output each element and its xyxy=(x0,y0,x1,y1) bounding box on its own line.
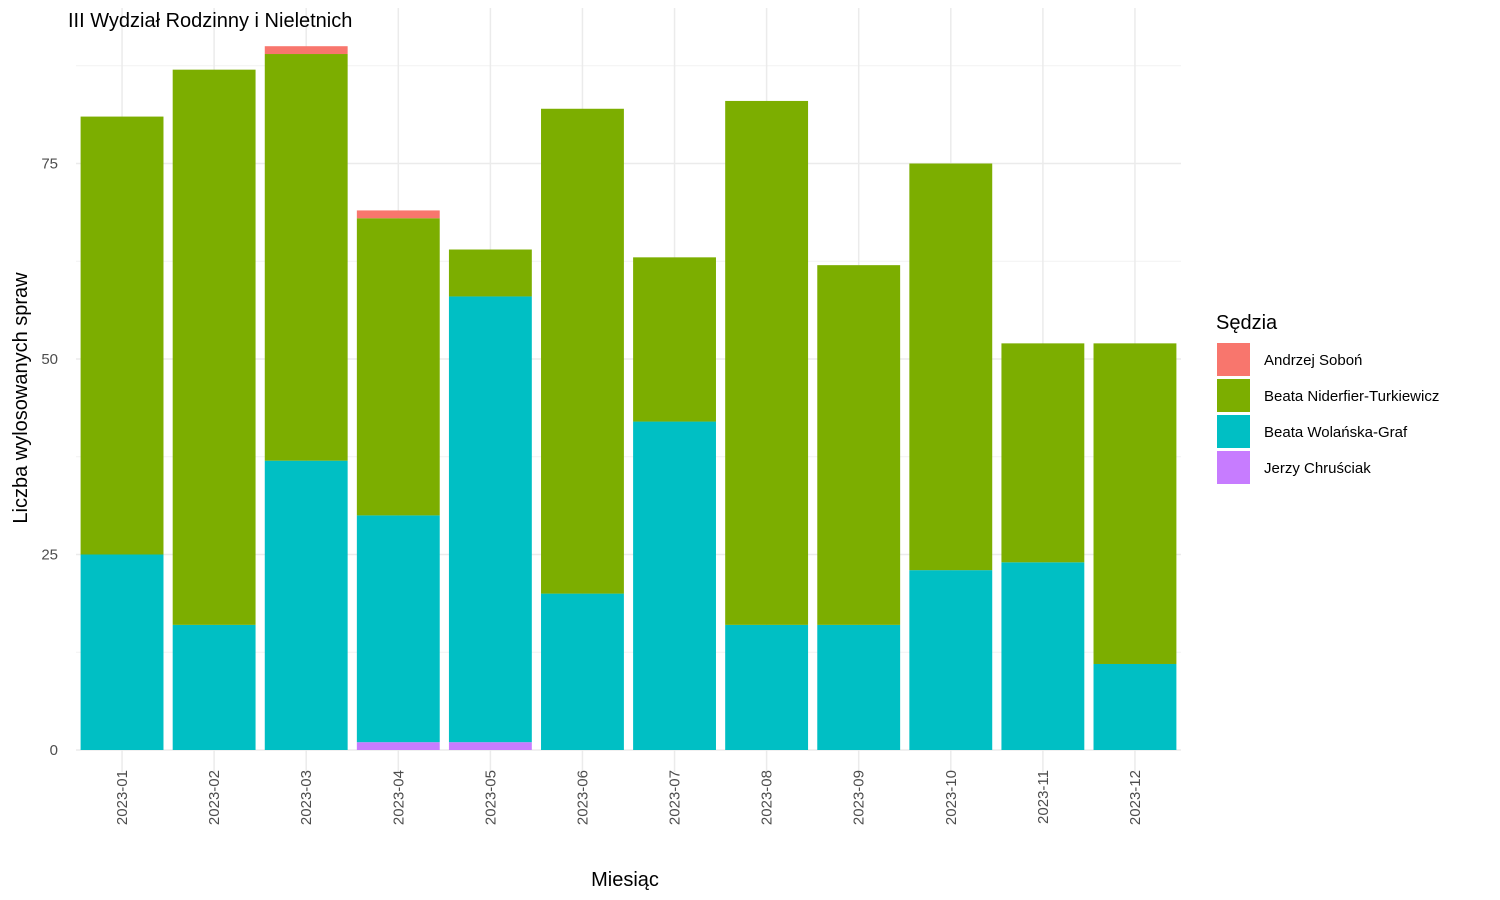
y-tick-label: 0 xyxy=(50,742,58,759)
legend-swatch xyxy=(1217,415,1250,448)
x-tick-label: 2023-12 xyxy=(1127,770,1144,825)
y-tick-label: 50 xyxy=(41,351,58,368)
bar-segment xyxy=(356,218,440,516)
y-tick-labels: 0 25 50 75 xyxy=(41,156,58,760)
bar-segment xyxy=(541,593,624,750)
legend-swatch xyxy=(1217,451,1250,484)
y-tick-label: 75 xyxy=(41,156,58,173)
legend-swatch xyxy=(1217,343,1250,376)
bar-segment xyxy=(448,296,532,743)
y-axis-title: Liczba wylosowanych spraw xyxy=(10,272,32,524)
x-tick-label: 2023-10 xyxy=(943,770,960,825)
legend-swatch xyxy=(1217,379,1250,412)
bar-segment xyxy=(448,249,532,297)
bar-segment xyxy=(448,742,532,750)
bar-segment xyxy=(172,624,256,750)
legend-title: Sędzia xyxy=(1216,312,1278,334)
x-tick-label: 2023-01 xyxy=(114,770,131,825)
x-tick-label: 2023-09 xyxy=(851,770,868,825)
bar-segment xyxy=(633,421,716,750)
x-tick-label: 2023-11 xyxy=(1035,770,1052,824)
y-tick-label: 25 xyxy=(41,547,58,564)
legend-label: Jerzy Chruściak xyxy=(1264,460,1371,477)
legend-label: Beata Niderfier-Turkiewicz xyxy=(1264,388,1439,405)
bar-segment xyxy=(725,624,809,750)
bar-segment xyxy=(80,554,164,750)
x-tick-label: 2023-06 xyxy=(574,770,591,825)
x-tick-label: 2023-03 xyxy=(298,770,315,825)
bar-segment xyxy=(356,742,440,750)
bar-segment xyxy=(1093,343,1177,664)
legend-label: Andrzej Soboń xyxy=(1264,352,1362,369)
bar-segment xyxy=(264,46,348,55)
bar-segment xyxy=(633,257,716,422)
bar-segment xyxy=(725,100,809,625)
legend: Sędzia Andrzej Soboń Beata Niderfier-Turk… xyxy=(1216,312,1439,484)
x-tick-labels: 2023-01 2023-02 2023-03 2023-04 2023-05 2023-… xyxy=(114,770,1144,825)
chart-title: III Wydział Rodzinny i Nieletnich xyxy=(68,10,352,32)
x-tick-label: 2023-02 xyxy=(206,770,223,825)
bar-segment xyxy=(817,265,901,625)
x-axis-title: Miesiąc xyxy=(591,869,659,891)
bar-segment xyxy=(1001,562,1085,750)
bar-segment xyxy=(356,210,440,219)
x-tick-label: 2023-08 xyxy=(759,770,776,825)
bar-segment xyxy=(909,163,993,571)
bars xyxy=(80,46,1177,750)
bar-segment xyxy=(1001,343,1085,563)
bar-segment xyxy=(356,515,440,743)
bar-segment xyxy=(909,570,993,750)
legend-label: Beata Wolańska-Graf xyxy=(1264,424,1408,441)
bar-segment xyxy=(80,116,164,555)
x-tick-label: 2023-07 xyxy=(667,770,684,825)
bar-segment xyxy=(817,624,901,750)
bar-segment xyxy=(264,54,348,461)
x-tick-label: 2023-05 xyxy=(482,770,499,825)
x-tick-label: 2023-04 xyxy=(390,770,407,825)
bar-segment xyxy=(1093,663,1177,750)
bar-segment xyxy=(264,460,348,750)
bar-segment xyxy=(172,69,256,625)
bar-segment xyxy=(541,108,624,594)
